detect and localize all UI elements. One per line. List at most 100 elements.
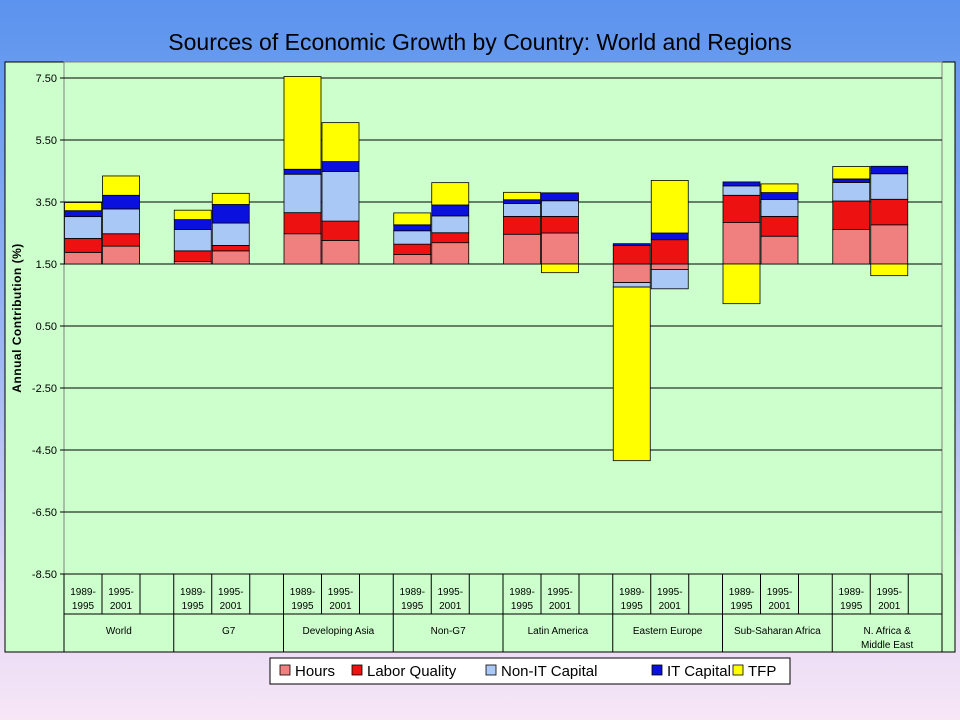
period-label: 1995 [511, 601, 534, 612]
period-label: 2001 [329, 601, 352, 612]
y-tick-label: 0.50 [36, 321, 57, 333]
period-label: 2001 [549, 601, 572, 612]
legend-label: IT Capital [667, 663, 731, 680]
period-label: 1995- [328, 587, 354, 598]
bar-segment-tfp [393, 212, 432, 226]
period-label: 1995 [291, 601, 314, 612]
legend-swatch [279, 664, 291, 676]
group-label: N. Africa & [864, 626, 912, 637]
bar-segment-it-capital [650, 232, 689, 241]
bar-segment-labor-quality [431, 232, 470, 244]
period-label: 1995 [401, 601, 424, 612]
bar-segment-tfp [431, 182, 470, 206]
legend-label: Non-IT Capital [501, 663, 597, 680]
bar-segment-hours [431, 242, 470, 265]
bar-segment-tfp [541, 263, 579, 274]
bar-segment-non-it-capital [393, 230, 432, 245]
bar-segment-tfp [102, 175, 140, 196]
period-label: 1995 [182, 601, 205, 612]
bar-segment-it-capital [211, 204, 250, 224]
period-label: 1995- [657, 587, 683, 598]
bar-segment-tfp [503, 191, 541, 201]
bar-segment-tfp [832, 166, 871, 180]
group-label: Middle East [861, 640, 913, 651]
bar-segment-labor-quality [321, 220, 360, 241]
bar-segment-non-it-capital [102, 208, 140, 235]
bar-segment-labor-quality [393, 243, 432, 255]
y-tick-label: -6.50 [32, 507, 57, 519]
period-label: 2001 [768, 601, 791, 612]
group-label: Developing Asia [303, 626, 375, 637]
group-label: G7 [222, 626, 236, 637]
period-label: 1995- [218, 587, 244, 598]
bar-segment-non-it-capital [431, 215, 470, 234]
period-label: 1995 [730, 601, 753, 612]
bar-segment-it-capital [503, 199, 541, 204]
y-tick-label: 3.50 [36, 197, 57, 209]
bar-segment-hours [283, 233, 322, 265]
legend-label: Labor Quality [367, 663, 457, 680]
bar-segment-it-capital [173, 219, 212, 230]
data-area [63, 61, 943, 575]
bar-segment-hours [760, 235, 799, 265]
group-label: Latin America [528, 626, 589, 637]
legend-swatch [732, 664, 744, 676]
legend-swatch [651, 664, 663, 676]
period-label: 2001 [659, 601, 682, 612]
group-label: World [106, 626, 132, 637]
y-tick-label: -2.50 [32, 383, 57, 395]
bar-segment-hours [503, 233, 541, 265]
bar-segment-labor-quality [760, 215, 799, 237]
bar-segment-labor-quality [64, 238, 102, 253]
period-label: 1989- [180, 587, 206, 598]
bar-segment-it-capital [64, 210, 102, 218]
bar-segment-non-it-capital [211, 222, 250, 246]
period-label: 1989- [838, 587, 864, 598]
bar-segment-non-it-capital [760, 199, 799, 217]
y-tick-label: 1.50 [36, 259, 57, 271]
bar-segment-labor-quality [722, 194, 761, 223]
period-label: 1995- [108, 587, 134, 598]
bar-segment-hours [870, 224, 909, 265]
legend: Hours Labor Quality Non-IT Capital IT Capit… [269, 657, 791, 685]
bar-segment-it-capital [832, 178, 871, 183]
y-tick-label: -4.50 [32, 445, 57, 457]
group-label: Sub-Saharan Africa [734, 626, 821, 637]
bar-segment-it-capital [870, 165, 909, 175]
bar-segment-non-it-capital [870, 173, 909, 200]
period-label: 1995 [840, 601, 863, 612]
period-label: 1989- [290, 587, 316, 598]
bar-segment-hours [612, 263, 651, 284]
group-label: Eastern Europe [633, 626, 703, 637]
group-label: Non-G7 [431, 626, 466, 637]
bar-segment-tfp [870, 263, 909, 277]
bar-segment-labor-quality [870, 198, 909, 226]
bar-segment-labor-quality [832, 200, 871, 230]
bar-segment-it-capital [393, 224, 432, 232]
period-label: 2001 [110, 601, 133, 612]
bar-segment-tfp [760, 183, 799, 193]
bar-segment-tfp [650, 180, 689, 234]
bar-segment-hours [102, 245, 140, 265]
bar-segment-tfp [173, 209, 212, 221]
bar-segment-tfp [612, 286, 651, 462]
period-label: 1989- [619, 587, 645, 598]
bar-segment-labor-quality [283, 212, 322, 235]
bar-segment-labor-quality [503, 215, 541, 235]
bar-segment-non-it-capital [321, 171, 360, 222]
legend-swatch [351, 664, 363, 676]
bar-segment-labor-quality [541, 215, 579, 234]
bar-segment-it-capital [541, 192, 579, 202]
bars [64, 76, 909, 462]
y-tick-label: 5.50 [36, 135, 57, 147]
period-label: 1995- [876, 587, 902, 598]
bar-segment-labor-quality [102, 233, 140, 247]
bar-segment-hours [541, 232, 579, 265]
bar-segment-tfp [722, 263, 761, 305]
period-label: 1995 [621, 601, 644, 612]
bar-segment-non-it-capital [173, 229, 212, 252]
bar-segment-hours [211, 250, 250, 265]
bar-segment-tfp [283, 76, 322, 170]
bar-segment-hours [832, 229, 871, 265]
